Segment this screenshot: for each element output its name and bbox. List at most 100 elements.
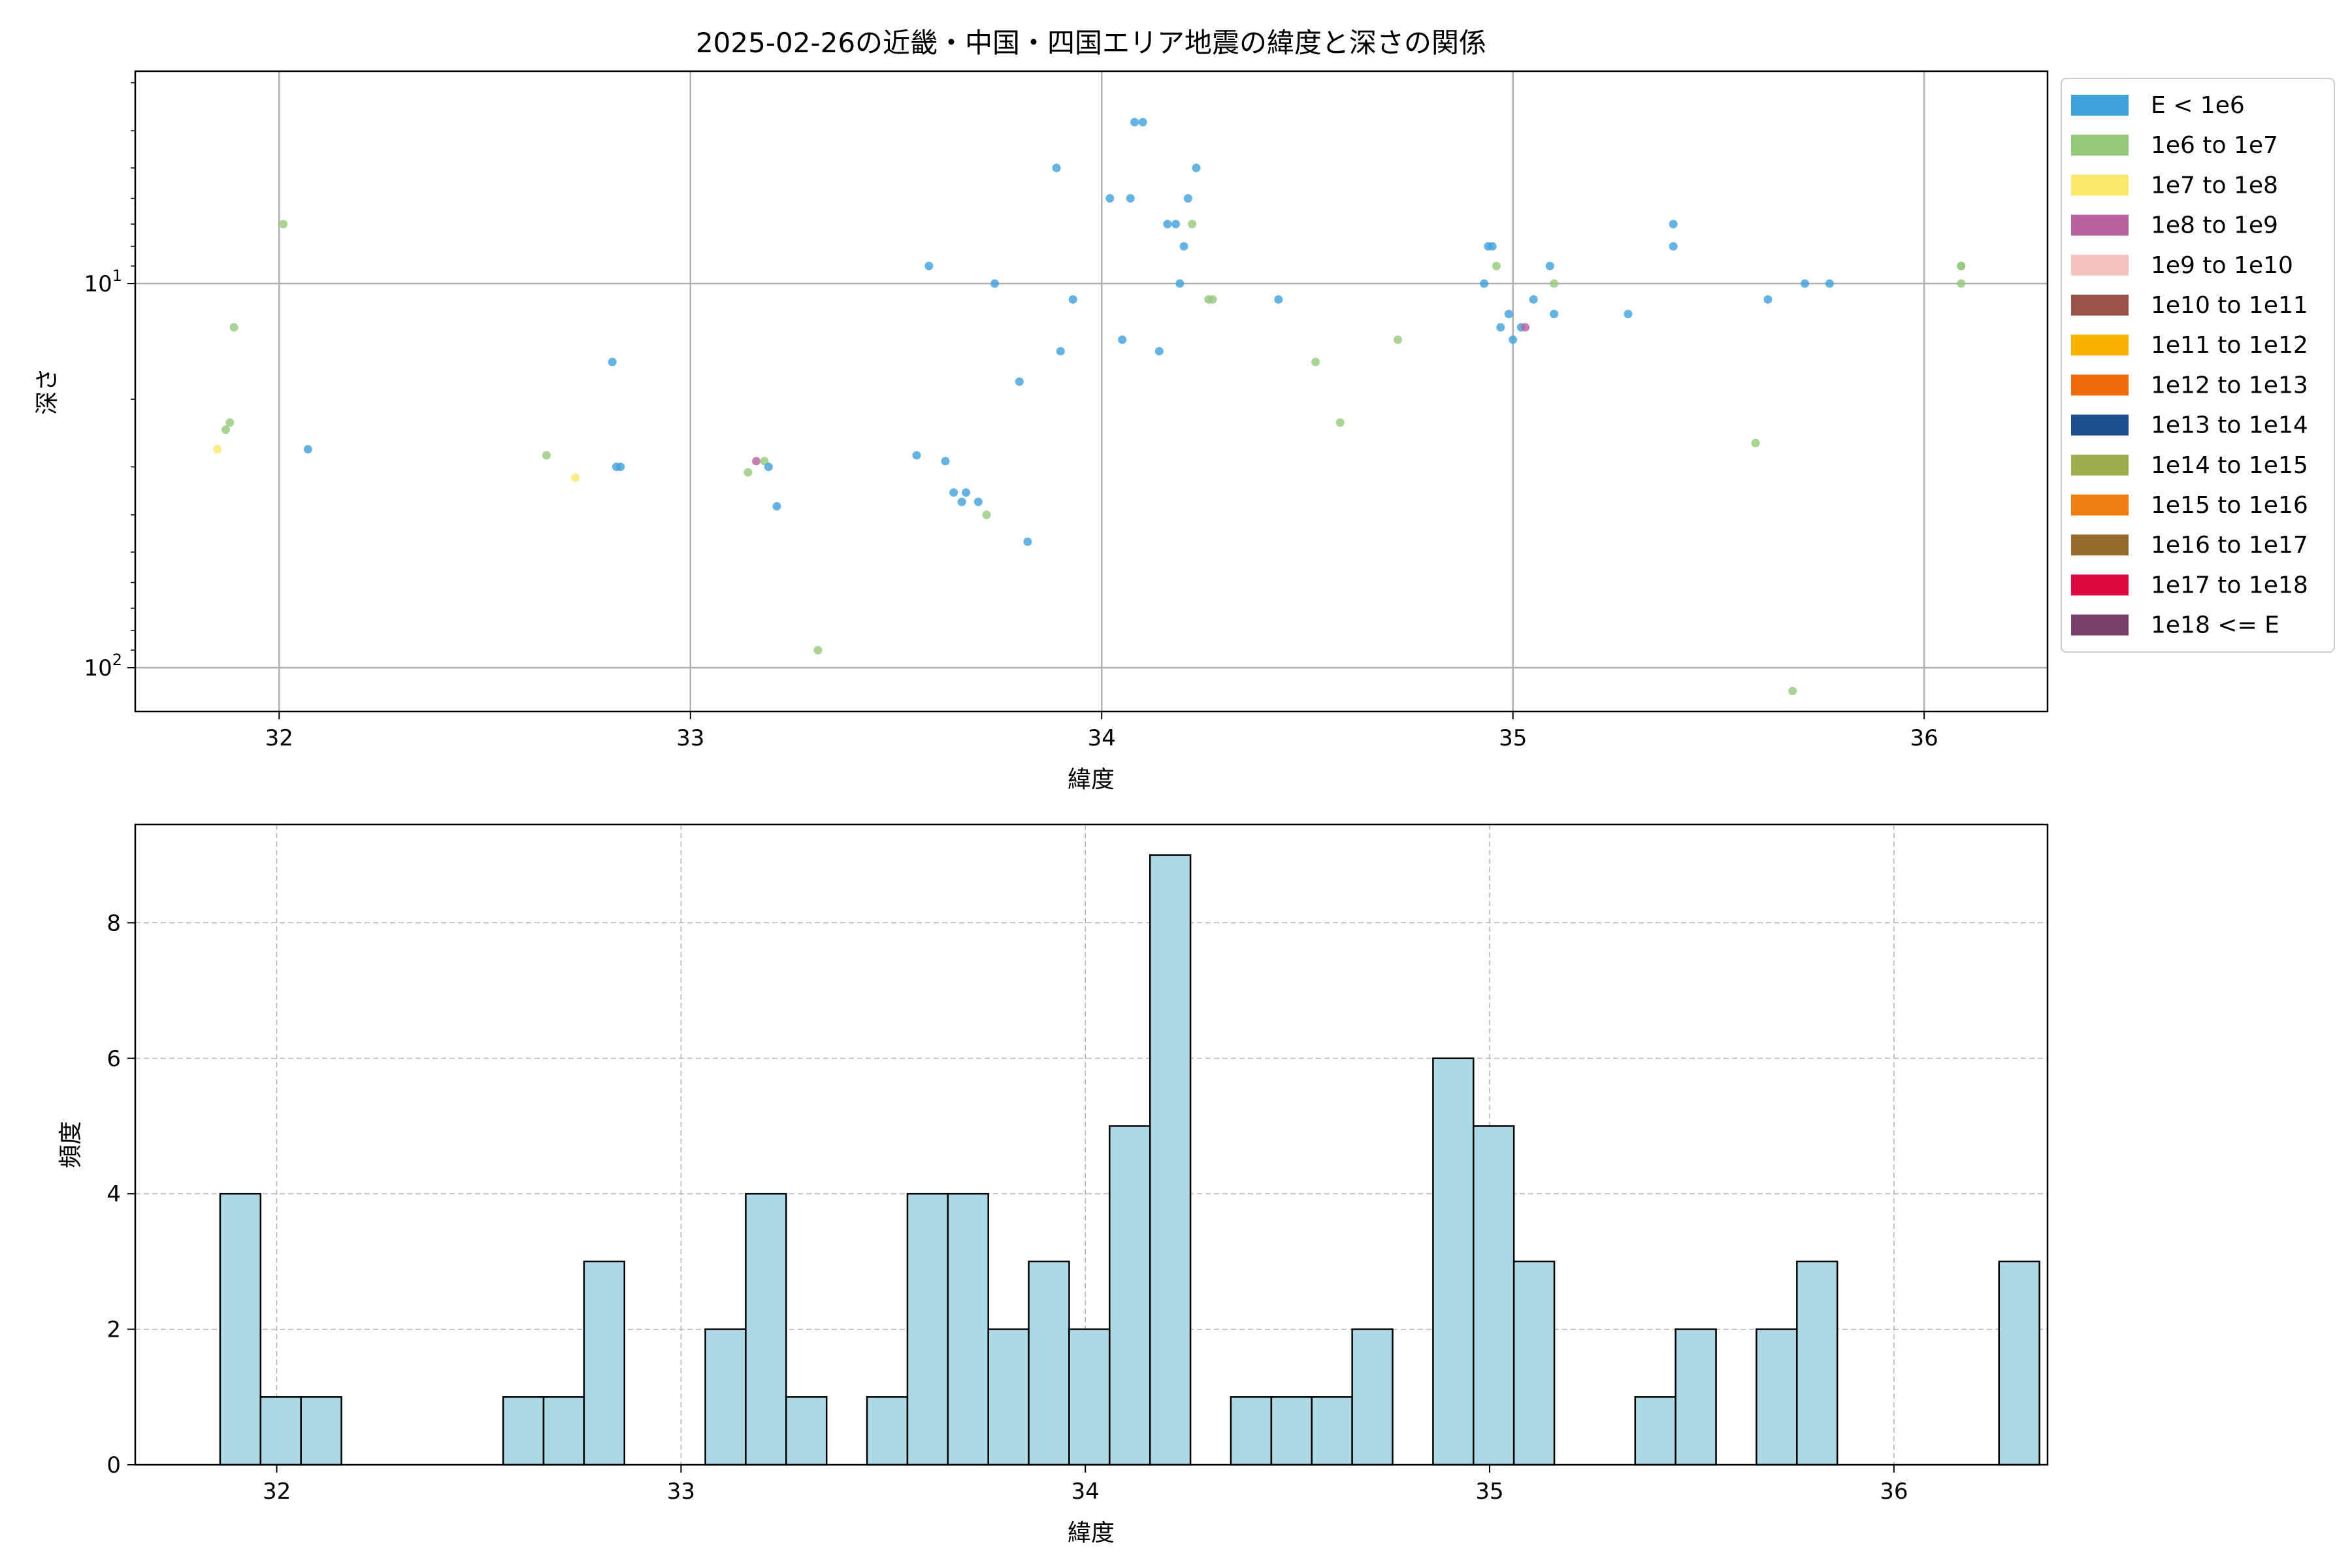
- histogram-bar: [1068, 1328, 1111, 1466]
- histogram-bar: [542, 1396, 585, 1466]
- histogram-y-tick-label: 2: [106, 1317, 121, 1343]
- scatter-point: [1138, 118, 1147, 127]
- histogram-bar: [1756, 1328, 1798, 1466]
- histogram-x-tick-label: 33: [667, 1478, 695, 1505]
- scatter-point: [1669, 242, 1678, 251]
- histogram-y-tick-label: 4: [106, 1181, 121, 1207]
- scatter-point: [1023, 537, 1032, 546]
- legend-label: 1e8 to 1e9: [2151, 212, 2278, 239]
- scatter-point: [1393, 335, 1402, 344]
- scatter-point: [229, 323, 238, 332]
- scatter-point: [1492, 261, 1501, 270]
- legend-label: 1e11 to 1e12: [2151, 332, 2308, 359]
- scatter-x-tick-label: 35: [1499, 725, 1527, 751]
- scatter-y-tick-label: 102: [84, 651, 122, 681]
- scatter-point: [1188, 220, 1197, 229]
- scatter-point: [1480, 279, 1489, 288]
- histogram-y-ticks: 0 2 4 6 8: [106, 910, 135, 1478]
- scatter-point: [1126, 194, 1135, 203]
- scatter-point: [1056, 347, 1065, 356]
- histogram-bar: [1028, 1260, 1070, 1466]
- histogram-axes-frame: [134, 823, 2049, 1466]
- scatter-point: [772, 502, 781, 511]
- scatter-point: [1052, 163, 1061, 172]
- legend-swatch: [2071, 135, 2129, 156]
- legend-swatch: [2071, 335, 2129, 356]
- scatter-point: [1175, 279, 1184, 288]
- histogram-y-tick-label: 8: [106, 910, 121, 936]
- scatter-point: [1550, 310, 1559, 319]
- scatter-point: [608, 357, 617, 367]
- scatter-point: [1118, 335, 1127, 344]
- scatter-point: [813, 645, 823, 655]
- scatter-point: [1335, 418, 1345, 427]
- scatter-plot-panel: 2025-02-26の近畿・中国・四国エリア地震の緯度と深さの関係 32 33 34…: [34, 27, 2335, 793]
- scatter-x-tick-label: 33: [676, 725, 704, 751]
- scatter-point: [962, 488, 971, 497]
- scatter-point: [1751, 438, 1760, 448]
- scatter-point: [1624, 310, 1633, 319]
- scatter-point: [1825, 279, 1834, 288]
- scatter-point: [616, 463, 625, 472]
- scatter-x-tick-label: 36: [1910, 725, 1938, 751]
- histogram-bar: [1432, 1057, 1475, 1466]
- histogram-bar: [1311, 1396, 1353, 1466]
- histogram-bar: [1512, 1260, 1556, 1466]
- legend-swatch: [2071, 214, 2129, 236]
- histogram-bar: [300, 1396, 342, 1466]
- histogram-x-axis-label: 緯度: [1068, 1520, 1115, 1546]
- legend-label: E < 1e6: [2151, 92, 2245, 119]
- legend-swatch: [2071, 95, 2129, 116]
- legend-frame: [2061, 78, 2335, 653]
- scatter-point: [1171, 220, 1181, 229]
- histogram-bar: [785, 1396, 828, 1466]
- histogram-bar: [987, 1328, 1030, 1466]
- scatter-point: [1488, 242, 1497, 251]
- scatter-point: [1957, 261, 1966, 270]
- scatter-point: [1529, 295, 1538, 304]
- scatter-y-ticks: 101 102: [84, 267, 135, 681]
- scatter-point: [949, 488, 958, 497]
- legend-swatch: [2071, 374, 2129, 396]
- scatter-axes-frame: [134, 70, 2049, 713]
- legend-swatch: [2071, 574, 2129, 596]
- scatter-points: [213, 118, 1966, 696]
- scatter-point: [1274, 295, 1283, 304]
- scatter-point: [751, 457, 760, 466]
- scatter-point: [1192, 163, 1201, 172]
- histogram-bar: [219, 1192, 262, 1466]
- histogram-bar: [906, 1192, 949, 1466]
- histogram-panel: 32 33 34 35 36 0 2 4 6 8 緯度 頻度: [57, 823, 2049, 1546]
- histogram-bar: [1149, 854, 1192, 1466]
- histogram-y-tick-label: 6: [106, 1046, 121, 1072]
- scatter-point: [1550, 279, 1559, 288]
- histogram-bar: [704, 1328, 747, 1466]
- histogram-bar: [502, 1396, 545, 1466]
- histogram-bar: [1796, 1260, 1838, 1466]
- scatter-point: [1504, 310, 1513, 319]
- scatter-point: [1179, 242, 1188, 251]
- scatter-point: [1208, 295, 1217, 304]
- scatter-point: [957, 497, 966, 506]
- histogram-x-tick-label: 36: [1880, 1478, 1908, 1505]
- scatter-x-axis-label: 緯度: [1068, 766, 1115, 793]
- histogram-y-tick-label: 0: [106, 1452, 121, 1478]
- scatter-point: [1130, 118, 1139, 127]
- histogram-bar: [1473, 1125, 1515, 1466]
- scatter-point: [1015, 377, 1024, 386]
- legend-label: 1e17 to 1e18: [2151, 572, 2308, 598]
- legend-swatch: [2071, 534, 2129, 556]
- scatter-point: [1801, 279, 1810, 288]
- legend-label: 1e14 to 1e15: [2151, 452, 2308, 479]
- histogram-x-tick-label: 32: [263, 1478, 291, 1505]
- histogram-bar: [583, 1260, 626, 1466]
- scatter-point: [924, 261, 934, 270]
- histogram-bars: [219, 854, 2040, 1466]
- scatter-title: 2025-02-26の近畿・中国・四国エリア地震の緯度と深さの関係: [696, 27, 1486, 59]
- legend-label: 1e13 to 1e14: [2151, 412, 2308, 439]
- scatter-point: [990, 279, 1000, 288]
- histogram-bar: [745, 1192, 787, 1466]
- legend-swatch: [2071, 495, 2129, 515]
- scatter-point: [1183, 194, 1192, 203]
